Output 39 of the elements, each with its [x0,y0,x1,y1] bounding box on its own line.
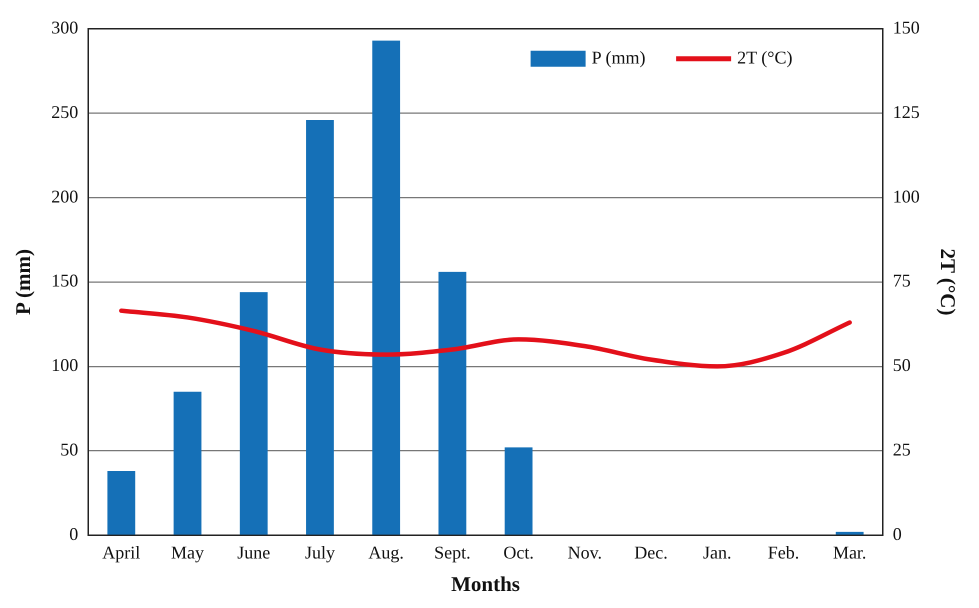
x-tick-label: Jan. [703,542,732,563]
x-axis-title: Months [451,572,520,596]
x-tick-label: Oct. [503,542,534,563]
bar [306,120,334,535]
y-tick-label: 200 [51,186,78,206]
x-tick-label: June [237,542,270,563]
legend-label: P (mm) [592,48,646,68]
y2-tick-label: 25 [892,440,911,460]
bar [372,40,400,535]
x-tick-label: July [304,542,335,563]
x-tick-label: Aug. [368,542,404,563]
bar [504,447,533,535]
y-tick-label: 300 [51,18,78,38]
x-tick-label: Mar. [832,542,866,563]
y2-axis-title: 2T (°C) [936,248,960,316]
y2-tick-label: 75 [892,270,911,291]
bar [174,392,202,535]
y-tick-label: 150 [51,270,78,291]
bar [438,272,466,535]
x-tick-label: Feb. [768,542,800,563]
x-tick-label: May [171,542,204,563]
bar [107,471,136,535]
y2-tick-label: 125 [892,102,920,122]
y-axis-title: P (mm) [11,249,36,315]
x-tick-label: Nov. [568,542,602,563]
legend-label: 2T (°C) [737,48,792,68]
y-tick-label: 0 [69,524,78,544]
y-tick-label: 100 [51,355,78,376]
x-tick-label: April [102,542,140,563]
y-tick-label: 250 [51,102,78,122]
x-tick-label: Sept. [434,542,471,563]
y2-tick-label: 0 [892,524,902,544]
y-tick-label: 50 [60,440,78,460]
y2-tick-label: 50 [892,355,911,376]
y2-tick-label: 150 [892,18,920,38]
y2-tick-label: 100 [892,186,920,206]
x-tick-label: Dec. [634,542,668,563]
bar [240,292,268,535]
line-series [119,308,852,369]
